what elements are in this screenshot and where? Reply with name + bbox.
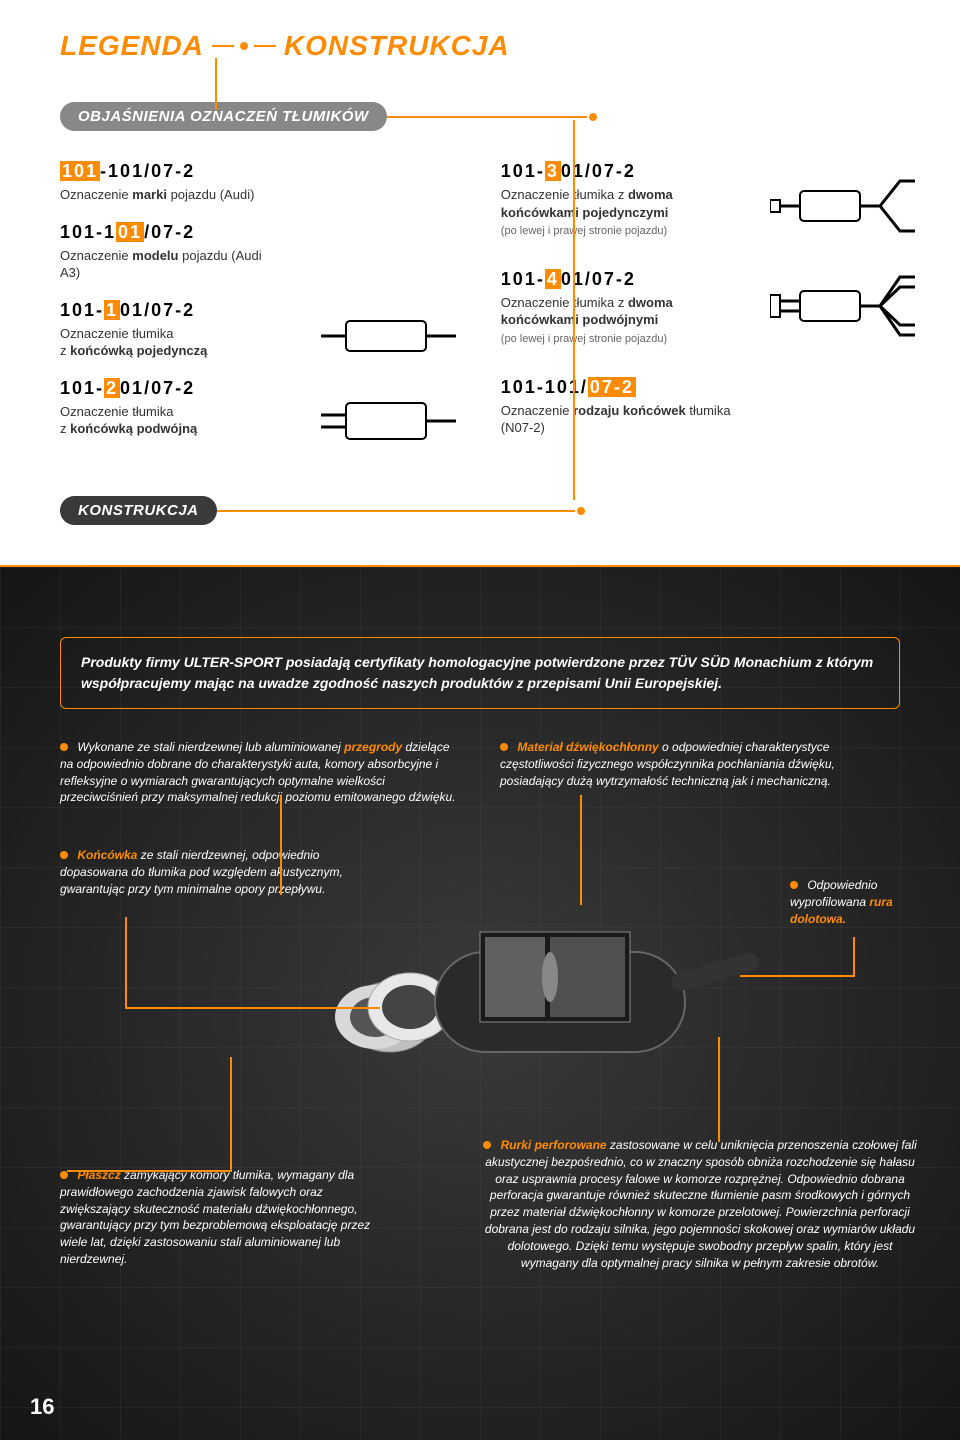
konstrukcja-pill: KONSTRUKCJA (60, 496, 217, 525)
page-number: 16 (30, 1394, 54, 1420)
feature-partitions: Wykonane ze stali nierdzewnej lub alumin… (60, 739, 460, 806)
dot-icon (575, 505, 587, 517)
legend-col-right: 101-301/07-2 Oznaczenie tłumika z dwoma … (501, 161, 740, 456)
legend-item-dual-single: 101-301/07-2 Oznaczenie tłumika z dwoma … (501, 161, 740, 239)
feature-sound-absorbing: Materiał dźwiękochłonny o odpowiedniej c… (500, 739, 900, 806)
section-legend: LEGENDA KONSTRUKCJA OBJAŚNIENIA OZNACZEŃ… (0, 0, 960, 565)
legend-item-dual-double: 101-401/07-2 Oznaczenie tłumika z dwoma … (501, 269, 740, 347)
muffler-y-single-icon (770, 161, 920, 251)
konstrukcja-row: KONSTRUKCJA (60, 496, 920, 525)
callout-perforated-tubes: Rurki perforowane zastosowane w celu uni… (480, 1137, 920, 1271)
bullet-icon (483, 1141, 491, 1149)
legend-diagrams-col2 (770, 161, 920, 456)
bullet-icon (60, 1171, 68, 1179)
muffler-cutaway-image (280, 877, 760, 1077)
legend-item-single: 101-101/07-2 Oznaczenie tłumikaz końcówk… (60, 300, 281, 360)
legend-diagrams-col (311, 161, 471, 456)
dot-icon (587, 111, 599, 123)
subtitle-pill: OBJAŚNIENIA OZNACZEŃ TŁUMIKÓW (60, 102, 387, 131)
callout-shell: Płaszcz zamykający komory tłumika, wymag… (60, 1167, 380, 1268)
muffler-double-icon (311, 386, 471, 456)
header-row: LEGENDA KONSTRUKCJA (60, 30, 920, 62)
bullet-icon (60, 851, 68, 859)
legend-item-model: 101-101/07-2 Oznaczenie modelu pojazdu (… (60, 222, 281, 282)
legend-item-brand: 101-101/07-2 Oznaczenie marki pojazdu (A… (60, 161, 281, 204)
legend-col-left: 101-101/07-2 Oznaczenie marki pojazdu (A… (60, 161, 281, 456)
bullet-icon (500, 743, 508, 751)
callout-tip: Końcówka ze stali nierdzewnej, odpowiedn… (60, 847, 380, 897)
title-legenda: LEGENDA (60, 30, 204, 62)
muffler-single-icon (311, 301, 471, 371)
certification-info: Produkty firmy ULTER-SPORT posiadają cer… (60, 637, 900, 709)
bullet-icon (60, 743, 68, 751)
legend-item-double: 101-201/07-2 Oznaczenie tłumikaz końcówk… (60, 378, 281, 438)
legend-item-tiptype: 101-101/07-2 Oznaczenie rodzaju końcówek… (501, 377, 740, 437)
muffler-y-double-icon (770, 261, 920, 351)
section-construction: Produkty firmy ULTER-SPORT posiadają cer… (0, 565, 960, 1440)
bullet-icon (790, 881, 798, 889)
title-konstrukcja: KONSTRUKCJA (284, 30, 510, 62)
dot-icon (238, 40, 250, 52)
callout-inlet-pipe: Odpowiednio wyprofilowana rura dolotowa. (790, 877, 910, 927)
